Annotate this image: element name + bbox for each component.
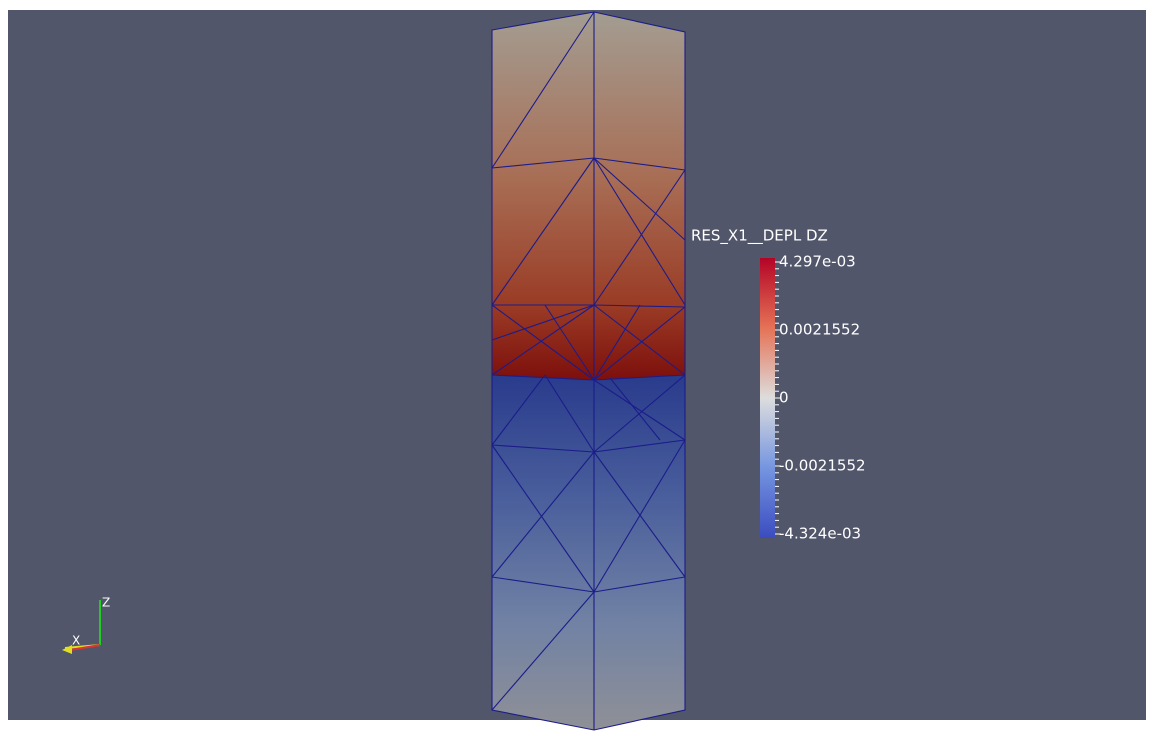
- mesh-top: [492, 12, 685, 380]
- colorbar-labels: 4.297e-03 0.0021552 0 -0.0021552 -4.324e-03: [779, 253, 866, 543]
- colorbar-ticks: [775, 261, 781, 535]
- colorbar-label: -4.324e-03: [779, 525, 861, 543]
- axis-x-label: X: [72, 634, 80, 648]
- colorbar-label: 4.297e-03: [779, 253, 856, 271]
- mesh-bottom: [492, 375, 685, 730]
- axis-x: [69, 644, 101, 651]
- colorbar: [760, 258, 775, 538]
- colorbar-label: 0.0021552: [779, 321, 860, 339]
- colorbar-label: 0: [779, 389, 789, 407]
- colorbar-label: -0.0021552: [779, 457, 866, 475]
- axis-z-label: Z: [102, 596, 110, 610]
- colorbar-title: RES_X1__DEPL DZ: [691, 227, 828, 246]
- mesh-lines: [491, 11, 686, 731]
- axis-arrow: [62, 645, 72, 654]
